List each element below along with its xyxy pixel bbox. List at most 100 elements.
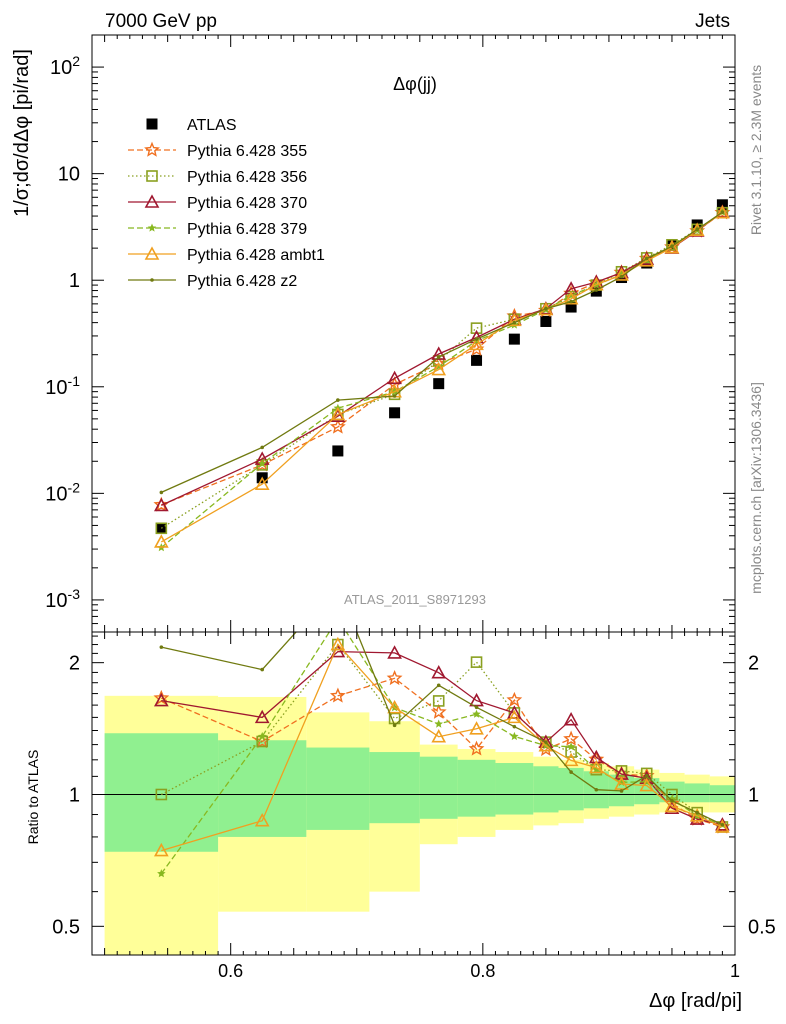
data-point-pythia-6-428-z2: [260, 445, 265, 450]
stat-uncertainty-band: [709, 785, 735, 803]
data-point-pythia-6-428-356: [155, 522, 168, 535]
ratio-point-pythia-6-428-370: [387, 645, 402, 659]
data-point-pythia-6-428-z2: [474, 337, 479, 341]
legend-label-pythia-6-428-355: Pythia 6.428 355: [187, 143, 307, 160]
legend-marker-pythia-6-428-z2: [150, 278, 154, 282]
legend-marker-pythia-6-428-ambt1: [144, 246, 160, 260]
x-tick-label: 1: [730, 961, 740, 981]
data-point-pythia-6-428-370: [330, 408, 346, 422]
ratio-point-pythia-6-428-ambt1: [614, 776, 629, 790]
data-point-pythia-6-428-379: [617, 270, 626, 279]
stat-uncertainty-band: [533, 766, 559, 813]
ratio-line-pythia-6-428-355: [161, 677, 723, 828]
ratio-point-pythia-6-428-370: [254, 709, 270, 724]
data-point-pythia-6-428-370: [387, 370, 402, 385]
stat-uncertainty-band: [104, 733, 219, 852]
ratio-point-pythia-6-428-355: [430, 703, 447, 719]
y-tick-label: 10: [58, 164, 80, 186]
ratio-point-pythia-6-428-379: [434, 719, 443, 728]
ratio-point-pythia-6-428-ambt1: [563, 752, 579, 767]
legend-label-pythia-6-428-356: Pythia 6.428 356: [187, 169, 307, 186]
legend-label-atlas: ATLAS: [187, 117, 237, 134]
ratio-axis-label: Ratio to ATLAS: [25, 750, 41, 845]
ratio-point-pythia-6-428-379: [257, 731, 267, 741]
data-point-atlas: [332, 445, 344, 457]
data-point-pythia-6-428-ambt1: [563, 291, 579, 305]
ratio-point-pythia-6-428-z2: [392, 723, 397, 728]
ratio-line-pythia-6-428-ambt1: [161, 643, 723, 852]
data-point-pythia-6-428-ambt1: [153, 534, 169, 548]
data-point-pythia-6-428-z2: [336, 398, 340, 402]
data-point-atlas: [389, 407, 401, 419]
ratio-point-pythia-6-428-379: [510, 731, 519, 741]
ratio-point-pythia-6-428-ambt1: [664, 798, 680, 813]
ratio-point-pythia-6-428-356: [388, 712, 401, 725]
ratio-point-pythia-6-428-355: [329, 687, 346, 703]
data-point-pythia-6-428-355: [329, 418, 346, 434]
stat-uncertainty-band: [218, 740, 307, 837]
source-label: mcplots.cern.ch [arXiv:1306.3436]: [748, 382, 764, 594]
y-tick-label: 102: [50, 53, 80, 79]
ratio-point-pythia-6-428-370: [563, 711, 579, 726]
ratio-point-pythia-6-428-355: [386, 669, 403, 686]
ratio-point-pythia-6-428-370: [153, 692, 169, 707]
legend-marker-pythia-6-428-355: [144, 141, 160, 157]
data-point-pythia-6-428-z2: [569, 299, 573, 304]
ratio-point-pythia-6-428-379: [667, 794, 677, 803]
legend-label-pythia-6-428-ambt1: Pythia 6.428 ambt1: [187, 247, 325, 264]
legend-marker-pythia-6-428-356: [146, 170, 158, 182]
ratio-point-pythia-6-428-379: [157, 869, 166, 878]
data-point-pythia-6-428-z2: [512, 320, 517, 325]
ratio-plot-area: [153, 614, 731, 878]
ratio-point-pythia-6-428-ambt1: [715, 819, 730, 833]
ratio-point-pythia-6-428-ambt1: [689, 808, 705, 822]
analysis-id: ATLAS_2011_S8971293: [344, 592, 486, 607]
data-point-pythia-6-428-ambt1: [330, 406, 346, 421]
legend-label-pythia-6-428-370: Pythia 6.428 370: [187, 195, 307, 212]
ratio-line-pythia-6-428-356: [160, 643, 723, 828]
ratio-point-pythia-6-428-z2: [644, 773, 649, 778]
data-point-atlas: [540, 315, 552, 327]
ratio-point-pythia-6-428-379: [566, 742, 576, 751]
ratio-point-pythia-6-428-z2: [474, 705, 479, 710]
legend: ATLAS Pythia 6.428 355 Pythia 6.428 356 Pyt…: [128, 117, 325, 290]
ratio-point-pythia-6-428-379: [334, 614, 343, 622]
data-point-pythia-6-428-z2: [436, 355, 441, 359]
ratio-point-pythia-6-428-z2: [569, 770, 573, 774]
ratio-tick-label-right: 2: [748, 653, 759, 675]
data-point-pythia-6-428-ambt1: [254, 476, 270, 490]
stat-uncertainty-band: [684, 783, 710, 803]
ratio-point-pythia-6-428-z2: [436, 683, 441, 688]
ratio-point-pythia-6-428-379: [472, 709, 481, 718]
y-tick-label: 10-1: [45, 373, 80, 399]
ratio-point-pythia-6-428-355: [506, 691, 523, 707]
ratio-point-pythia-6-428-ambt1: [507, 709, 522, 724]
data-point-pythia-6-428-ambt1: [689, 222, 705, 236]
ratio-point-pythia-6-428-ambt1: [431, 729, 447, 743]
data-point-pythia-6-428-370: [431, 346, 447, 360]
data-point-pythia-6-428-z2: [392, 394, 397, 398]
y-tick-label: 10-3: [45, 586, 80, 612]
stat-uncertainty-band: [457, 759, 496, 817]
ratio-tick-label: 0.5: [52, 916, 80, 938]
data-point-pythia-6-428-z2: [594, 288, 599, 292]
legend-marker-pythia-6-428-379: [147, 223, 157, 232]
data-point-pythia-6-428-ambt1: [715, 205, 730, 219]
ratio-point-pythia-6-428-379: [592, 765, 601, 774]
data-point-pythia-6-428-ambt1: [538, 301, 554, 316]
legend-marker-atlas: [146, 118, 158, 130]
ratio-point-pythia-6-428-370: [689, 811, 705, 825]
ratio-point-pythia-6-428-ambt1: [588, 759, 604, 774]
energy-label: 7000 GeV pp: [105, 11, 217, 32]
ratio-point-pythia-6-428-z2: [594, 787, 599, 792]
data-point-pythia-6-428-z2: [695, 227, 699, 232]
data-point-pythia-6-428-z2: [544, 306, 548, 311]
data-point-atlas: [565, 301, 577, 313]
x-tick-label: 0.6: [218, 961, 243, 981]
stat-uncertainty-band: [306, 747, 370, 830]
data-point-pythia-6-428-z2: [720, 210, 725, 214]
process-label: Jets: [695, 11, 730, 32]
data-point-pythia-6-428-370: [153, 497, 169, 512]
ratio-point-pythia-6-428-ambt1: [469, 721, 484, 735]
